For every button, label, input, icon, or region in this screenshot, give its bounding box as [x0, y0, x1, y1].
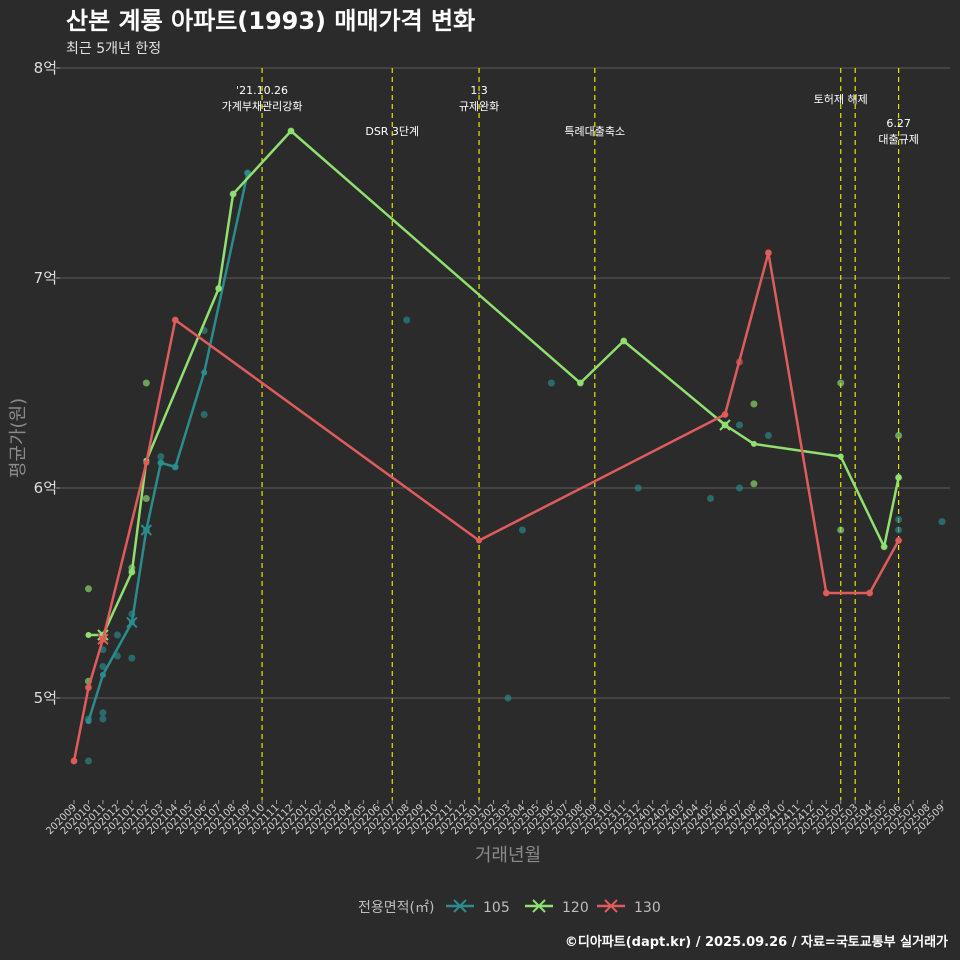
line-vertex-120-2 [128, 569, 135, 575]
line-vertex-130-5 [476, 537, 483, 544]
legend-title: 전용면적(㎡) [358, 900, 434, 916]
x-marker-105-1 [126, 616, 138, 629]
x-marker-120-1 [719, 419, 731, 431]
point-105-8 [128, 654, 136, 662]
legend: 전용면적(㎡) 105 120 130 [358, 899, 661, 916]
gridlines [60, 67, 950, 699]
point-105-4 [99, 663, 107, 670]
annotation-sublabel-202301: 규제완화 [459, 100, 499, 113]
point-105-26 [895, 516, 903, 523]
annotation-label-202309: 특례대출축소 [564, 125, 625, 138]
point-105-2 [99, 715, 107, 723]
annotation-label-202506: 6.27 [886, 117, 911, 130]
line-vertex-130-4 [172, 317, 179, 323]
line-vertex-120-13 [895, 474, 902, 481]
point-105-0 [84, 757, 92, 765]
line-vertex-130-1 [85, 684, 92, 691]
line-120 [88, 129, 900, 637]
chart-title: 산본 계룡 아파트(1993) 매매가격 변화 [66, 7, 475, 35]
annotation-label-202207: DSR 3단계 [365, 125, 419, 138]
annotation-label-202110: '21.10.26 [236, 84, 288, 97]
point-105-19 [518, 526, 526, 534]
point-105-22 [707, 495, 715, 502]
point-105-25 [764, 432, 772, 439]
point-120-14 [750, 480, 758, 488]
chart-caption: ©디아파트(dapt.kr) / 2025.09.26 / 자료=국토교통부 실… [565, 934, 948, 950]
line-vertex-130-3 [143, 459, 150, 466]
legend-marker-130 [604, 899, 618, 913]
point-105-27 [895, 526, 903, 534]
line-vertex-130-10 [895, 537, 902, 544]
point-105-20 [547, 379, 555, 387]
point-105-24 [735, 484, 743, 492]
point-120-18 [895, 432, 903, 439]
point-105-7 [113, 631, 121, 639]
point-105-18 [504, 694, 512, 702]
y-tick-label-6: 6억 [34, 479, 57, 497]
line-vertex-120-10 [750, 440, 757, 447]
point-105-11 [157, 453, 165, 460]
point-120-15 [837, 379, 845, 387]
legend-marker-105 [453, 899, 467, 913]
legend-label-120: 120 [562, 900, 589, 916]
line-vertex-120-12 [881, 543, 888, 550]
y-tick-label-5: 5억 [34, 689, 57, 707]
line-vertex-120-5 [230, 191, 237, 197]
line-vertex-120-0 [85, 632, 92, 638]
legend-marker-120 [532, 899, 546, 913]
annotation-label-202502: 토허제 해제 [814, 92, 868, 106]
annotation-sublabel-202506: 대출규제 [878, 133, 918, 146]
point-105-23 [735, 421, 743, 429]
line-vertex-130-8 [823, 590, 830, 596]
point-105-14 [200, 411, 208, 418]
line-vertex-120-4 [215, 285, 222, 292]
y-axis-title: 평균가(원) [8, 398, 29, 478]
line-vertex-130-6 [722, 411, 728, 418]
y-axis: 5억 6억 7억 8억 [34, 59, 60, 707]
line-vertex-105-7 [244, 170, 251, 176]
line-vertex-105-4 [157, 459, 164, 466]
line-vertex-120-11 [837, 453, 844, 460]
line-vertex-105-6 [201, 369, 208, 376]
series-130 [70, 249, 903, 765]
point-120-13 [750, 400, 758, 408]
point-105-21 [634, 484, 642, 492]
x-axis-title: 거래년월 [475, 845, 541, 866]
line-vertex-130-9 [866, 590, 873, 596]
line-vertex-105-0 [85, 718, 92, 725]
line-105 [87, 172, 249, 722]
x-marker-105-0 [140, 524, 153, 536]
annotation-label-202301: 1.3 [470, 84, 488, 97]
series-layer [70, 127, 946, 765]
line-vertex-130-0 [71, 758, 77, 764]
line-vertex-105-1 [99, 671, 106, 678]
chart-subtitle: 최근 5개년 한정 [66, 41, 161, 57]
line-vertex-120-6 [288, 128, 294, 134]
x-marker-130-0 [97, 633, 109, 645]
point-120-6 [142, 495, 150, 502]
point-105-17 [403, 316, 411, 324]
point-120-16 [837, 526, 845, 534]
point-120-0 [84, 585, 92, 593]
line-vertex-120-7 [577, 380, 584, 386]
point-120-5 [142, 379, 150, 387]
point-105-3 [99, 709, 107, 717]
annotation-sublabel-202110: 가계부채관리강화 [222, 100, 303, 113]
series-105 [84, 169, 946, 765]
legend-label-130: 130 [634, 900, 661, 916]
y-tick-label-7: 7억 [34, 269, 57, 287]
line-vertex-105-5 [172, 464, 179, 470]
line-vertex-130-7 [765, 249, 772, 256]
y-tick-label-8: 8억 [34, 59, 57, 77]
line-vertex-120-8 [620, 338, 627, 344]
legend-label-105: 105 [483, 900, 510, 916]
point-105-28 [938, 518, 946, 526]
